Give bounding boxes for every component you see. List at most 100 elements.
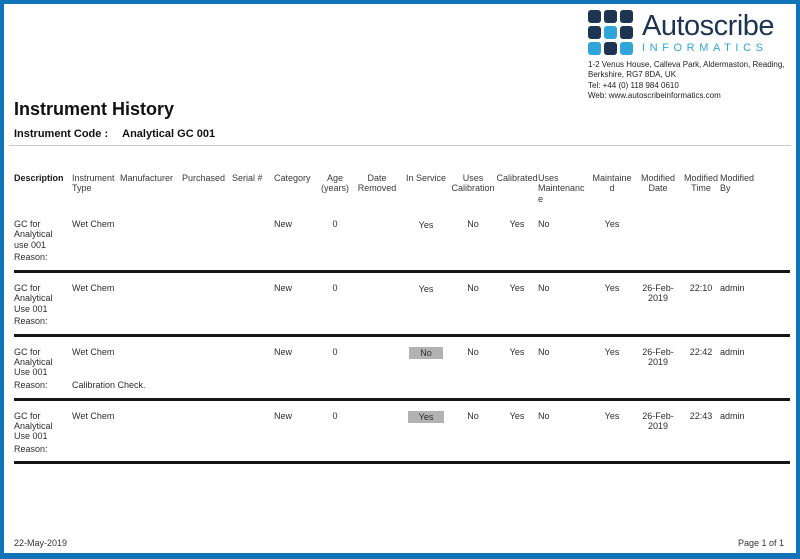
cell-modified-time: 22:43	[689, 410, 713, 421]
cell-modified-by: admin	[720, 282, 745, 293]
in-service-value: Yes	[418, 220, 434, 231]
address-line: Tel: +44 (0) 118 984 0610	[588, 80, 679, 90]
company-address: 1-2 Venus House, Calleva Park, Aldermast…	[588, 60, 793, 102]
table-row: GC for Analytical Use 001 Wet Chem New 0…	[14, 346, 790, 401]
table-header-row: Description Instrument Type Manufacturer…	[14, 173, 790, 204]
cell-serial	[232, 347, 274, 378]
col-header-serial: Serial #	[232, 173, 263, 183]
report-date: 22-May-2019	[14, 538, 68, 548]
reason-label: Reason:	[14, 252, 48, 263]
page-number: Page 1 of 1	[737, 538, 784, 548]
cell-modified-by: admin	[720, 346, 745, 357]
logo-subtitle: INFORMATICS	[642, 41, 768, 54]
cell-maintained: Yes	[604, 282, 620, 293]
cell-modified-time: 22:42	[689, 346, 713, 357]
cell-in-service: Yes	[402, 410, 450, 442]
cell-date-removed	[352, 411, 402, 442]
cell-calibrated: Yes	[509, 410, 525, 421]
cell-description: GC for Analytical Use 001	[14, 282, 53, 314]
cell-purchased	[182, 347, 232, 378]
cell-serial	[232, 283, 274, 314]
address-line: Web: www.autoscribeinformatics.com	[588, 91, 721, 101]
cell-uses-calibration: No	[467, 282, 479, 293]
reason-label: Reason:	[14, 379, 48, 390]
cell-uses-maintenance: No	[538, 282, 550, 293]
reason-value: Calibration Check.	[72, 379, 146, 390]
cell-description: GC for Analytical Use 001	[14, 346, 53, 378]
logo: Autoscribe INFORMATICS	[588, 10, 793, 55]
cell-instrument-type: Wet Chem	[72, 410, 115, 421]
cell-maintained: Yes	[604, 219, 620, 230]
cell-calibrated: Yes	[509, 219, 525, 230]
cell-maintained: Yes	[604, 410, 620, 421]
cell-age: 0	[332, 219, 338, 230]
address-line: 1-2 Venus House, Calleva Park, Aldermast…	[588, 60, 785, 69]
header-divider	[9, 145, 791, 146]
cell-serial	[232, 219, 274, 250]
cell-modified-time: 22:10	[689, 282, 713, 293]
col-header-calibrated: Calibrated	[496, 173, 538, 183]
cell-uses-calibration: No	[467, 346, 479, 357]
cell-in-service: No	[402, 346, 450, 378]
cell-purchased	[182, 283, 232, 314]
col-header-instrument-type: Instrument Type	[72, 173, 115, 194]
cell-purchased	[182, 219, 232, 250]
table-row: GC for Analytical Use 001 Wet Chem New 0…	[14, 410, 790, 465]
cell-modified-by	[720, 219, 762, 250]
cell-purchased	[182, 411, 232, 442]
cell-category: New	[274, 346, 293, 357]
cell-date-removed	[352, 283, 402, 314]
table-row: GC for Analytical use 001 Wet Chem New 0…	[14, 219, 790, 273]
in-service-value: No	[409, 346, 443, 360]
branding-block: Autoscribe INFORMATICS 1-2 Venus House, …	[588, 10, 793, 102]
cell-description: GC for Analytical Use 001	[14, 410, 53, 442]
cell-modified-date: 26-Feb-2019	[642, 346, 674, 368]
history-table: Description Instrument Type Manufacturer…	[14, 173, 790, 474]
col-header-age: Age (years)	[320, 173, 349, 194]
cell-age: 0	[332, 282, 338, 293]
table-row: GC for Analytical Use 001 Wet Chem New 0…	[14, 283, 790, 337]
instrument-code-label: Instrument Code :	[14, 128, 109, 140]
report-title: Instrument History	[14, 99, 175, 119]
col-header-modified-date: Modified Date	[640, 173, 676, 194]
reason-label: Reason:	[14, 443, 48, 454]
col-header-modified-by: Modified By	[720, 173, 755, 194]
cell-calibrated: Yes	[509, 282, 525, 293]
cell-uses-calibration: No	[467, 410, 479, 421]
in-service-value: Yes	[407, 410, 445, 423]
cell-manufacturer	[120, 283, 182, 314]
cell-age: 0	[332, 410, 338, 421]
instrument-code-value: Analytical GC 001	[122, 128, 216, 140]
col-header-maintained: Maintained	[592, 173, 632, 194]
cell-category: New	[274, 282, 293, 293]
cell-uses-calibration: No	[467, 219, 479, 230]
col-header-modified-time: Modified Time	[683, 173, 719, 194]
cell-instrument-type: Wet Chem	[72, 282, 115, 293]
reason-label: Reason:	[14, 315, 48, 326]
cell-manufacturer	[120, 219, 182, 250]
col-header-category: Category	[274, 173, 311, 183]
cell-in-service: Yes	[402, 219, 450, 250]
instrument-code-line: Instrument Code : Analytical GC 001	[14, 128, 215, 140]
cell-date-removed	[352, 347, 402, 378]
cell-in-service: Yes	[402, 283, 450, 314]
cell-description: GC for Analytical use 001	[14, 219, 53, 250]
col-header-manufacturer: Manufacturer	[120, 173, 174, 183]
cell-category: New	[274, 410, 293, 421]
cell-category: New	[274, 219, 293, 230]
col-header-purchased: Purchased	[182, 173, 226, 183]
cell-modified-date: 26-Feb-2019	[642, 282, 674, 304]
cell-modified-date: 26-Feb-2019	[642, 410, 674, 431]
cell-uses-maintenance: No	[538, 219, 550, 230]
col-header-uses-calibration: Uses Calibration	[451, 173, 495, 194]
col-header-in-service: In Service	[405, 173, 447, 183]
cell-modified-by: admin	[720, 410, 745, 421]
col-header-date-removed: Date Removed	[357, 173, 397, 194]
cell-instrument-type: Wet Chem	[72, 219, 115, 230]
autoscribe-logo-mark-icon	[588, 10, 633, 55]
cell-uses-maintenance: No	[538, 410, 550, 421]
cell-modified-time	[682, 219, 720, 250]
in-service-value: Yes	[418, 283, 434, 294]
cell-maintained: Yes	[604, 346, 620, 357]
